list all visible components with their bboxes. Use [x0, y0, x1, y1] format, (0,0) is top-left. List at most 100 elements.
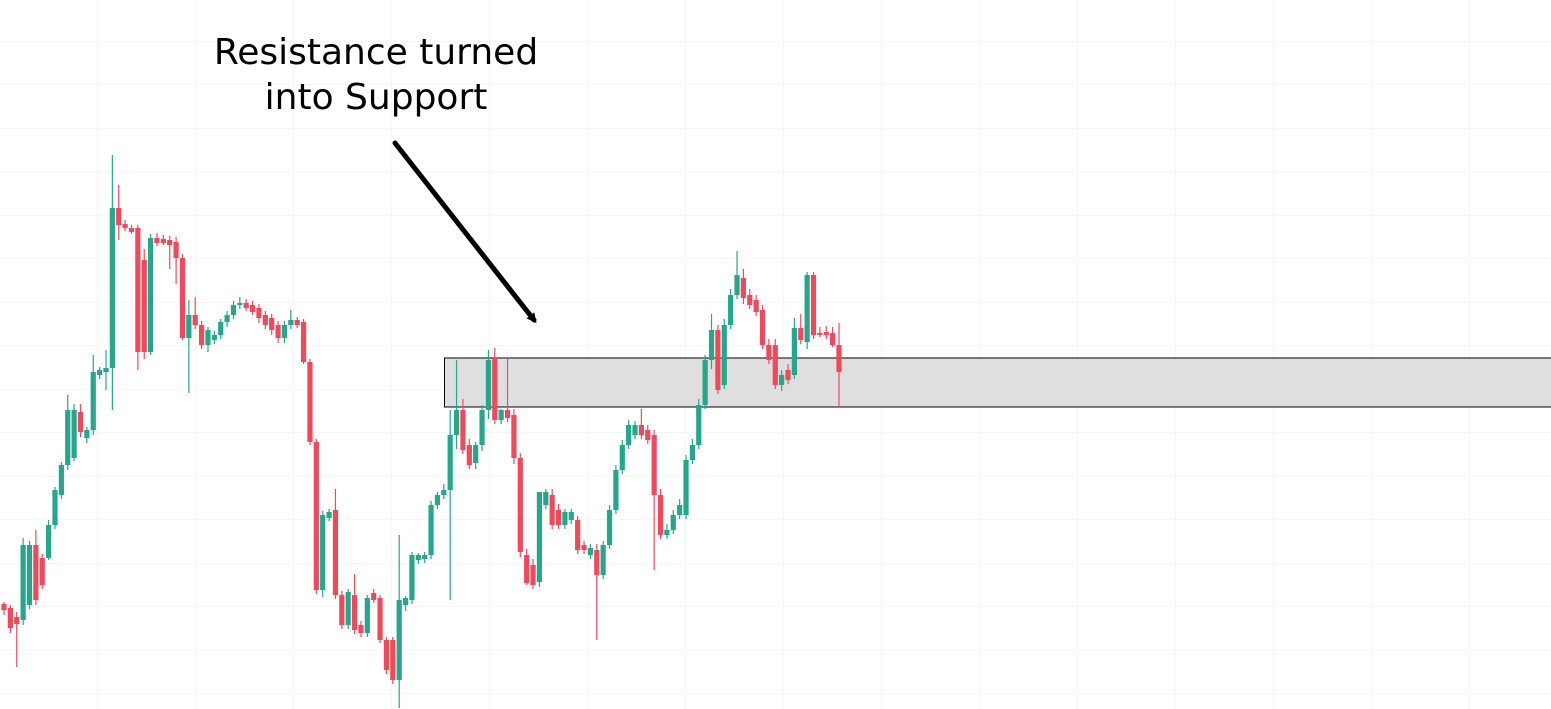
candle-body: [479, 410, 485, 445]
candle-body: [90, 372, 96, 430]
candle-body: [192, 315, 198, 325]
candle-body: [128, 228, 135, 232]
candle-body: [581, 545, 587, 550]
candle-body: [326, 512, 332, 518]
candle-body: [779, 375, 785, 385]
support-zone: [444, 357, 1551, 408]
candle-body: [390, 640, 396, 680]
candle-body: [358, 625, 364, 633]
candle-body: [575, 520, 581, 550]
candle-layer: [1, 155, 842, 708]
annotation-line: into Support: [265, 77, 488, 118]
candle-body: [696, 405, 702, 445]
candle-body: [160, 239, 166, 243]
candle-body: [33, 545, 39, 600]
candle-body: [205, 330, 211, 345]
candle-body: [466, 445, 472, 465]
candle-body: [600, 545, 606, 575]
candle-body: [613, 470, 619, 510]
candle-body: [823, 332, 829, 335]
candle-body: [300, 322, 307, 362]
candle-body: [39, 558, 45, 585]
candle-body: [549, 495, 555, 525]
candle-body: [504, 410, 511, 418]
candle-body: [243, 303, 249, 308]
candle-body: [759, 310, 766, 345]
candle-body: [307, 362, 313, 442]
candle-body: [568, 512, 574, 520]
candle-body: [632, 425, 638, 435]
candle-body: [683, 460, 689, 515]
candle-body: [377, 598, 383, 640]
candle-body: [677, 505, 683, 515]
candle-body: [371, 593, 377, 600]
candle-body: [708, 330, 715, 360]
candle-body: [836, 345, 842, 372]
candle-body: [237, 303, 243, 305]
candle-body: [84, 430, 90, 438]
candle-body: [7, 608, 13, 628]
candle-body: [473, 445, 479, 463]
candle-body: [103, 368, 109, 372]
candle-body: [154, 238, 160, 243]
candle-body: [230, 305, 237, 315]
candle-body: [26, 545, 33, 605]
candle-body: [664, 530, 670, 535]
candle-body: [256, 308, 262, 318]
candle-body: [447, 435, 453, 490]
candle-body: [524, 555, 530, 583]
candle-body: [198, 325, 205, 345]
candle-body: [58, 465, 64, 495]
candle-body: [383, 640, 390, 670]
candle-body: [619, 445, 625, 470]
candle-body: [517, 458, 523, 552]
candle-body: [804, 275, 810, 342]
candle-body: [785, 370, 791, 380]
candle-body: [530, 565, 536, 585]
candle-body: [332, 510, 339, 595]
candle-body: [817, 333, 823, 335]
candle-body: [791, 328, 797, 375]
candle-body: [460, 410, 466, 450]
candle-body: [670, 515, 676, 530]
annotation-line: Resistance turned: [214, 32, 538, 73]
candle-body: [422, 555, 428, 559]
candle-body: [1, 604, 7, 610]
candle-body: [485, 360, 492, 410]
candle-body: [645, 430, 651, 440]
candle-body: [606, 510, 613, 545]
candle-body: [409, 555, 415, 600]
candle-body: [428, 505, 434, 555]
candle-body: [186, 315, 192, 338]
candle-body: [313, 442, 319, 590]
candle-body: [135, 228, 141, 352]
candle-body: [702, 360, 708, 405]
candle-body: [269, 318, 275, 330]
candle-body: [351, 595, 358, 630]
candle-body: [179, 258, 186, 338]
candle-body: [141, 260, 147, 352]
candle-body: [396, 600, 402, 680]
candle-body: [116, 208, 122, 225]
candle-body: [288, 320, 294, 325]
candle-body: [294, 320, 300, 325]
candle-body: [262, 315, 268, 325]
candle-body: [339, 595, 345, 625]
candle-body: [772, 345, 778, 385]
candle-body: [626, 425, 632, 445]
candle-body: [734, 275, 740, 295]
candle-body: [594, 550, 600, 575]
candle-body: [543, 492, 549, 505]
candle-body: [715, 330, 721, 390]
candle-body: [20, 545, 26, 620]
candle-body: [14, 617, 20, 624]
candle-body: [555, 510, 562, 525]
candle-body: [766, 345, 772, 360]
candle-body: [415, 555, 421, 560]
candle-body: [249, 305, 256, 312]
candle-body: [492, 358, 498, 420]
candle-body: [434, 495, 441, 505]
candle-body: [753, 300, 759, 312]
candle-body: [167, 240, 173, 245]
